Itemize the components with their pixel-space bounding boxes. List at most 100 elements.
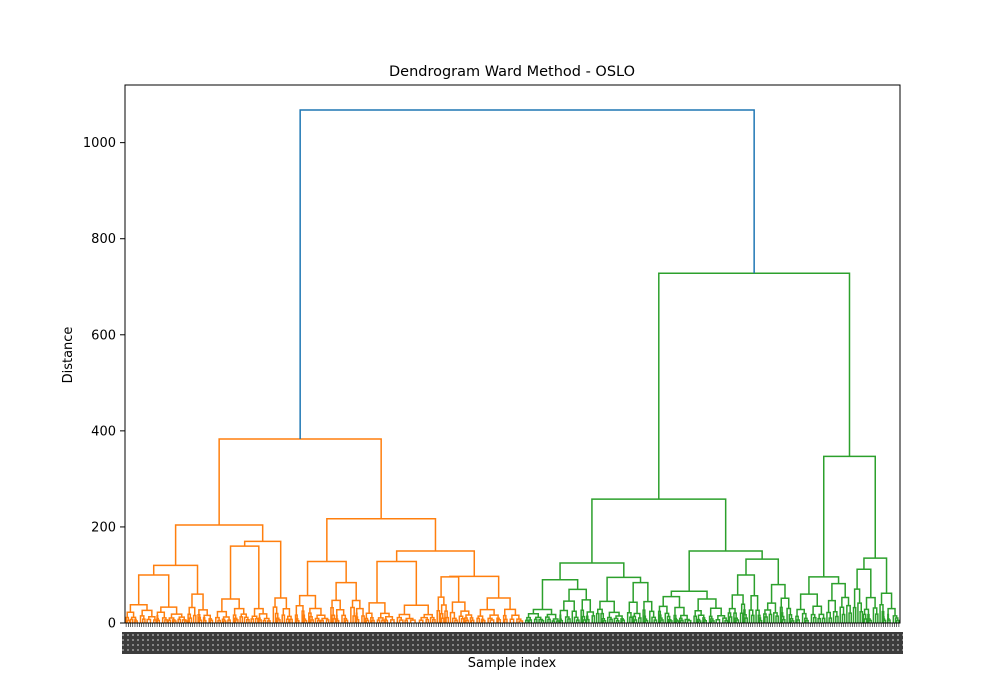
cluster-1-link — [161, 617, 167, 623]
cluster-1-link — [277, 619, 281, 623]
cluster-1-link — [275, 617, 280, 623]
y-tick-label: 200 — [91, 520, 116, 535]
cluster-1-link — [460, 610, 470, 617]
cluster-1-link — [126, 611, 135, 618]
cluster-1-link — [129, 618, 134, 623]
cluster-2-link — [831, 582, 846, 601]
cluster-1-link — [511, 614, 520, 620]
cluster-1-link — [460, 617, 465, 623]
cluster-1-link — [480, 618, 485, 623]
cluster-1-link — [314, 617, 320, 623]
cluster-1-link — [172, 620, 177, 623]
cluster-1-link — [325, 619, 330, 623]
cluster-2-link — [556, 620, 560, 623]
cluster-2-link — [758, 617, 762, 623]
cluster-2-link — [613, 617, 619, 623]
cluster-1-link — [285, 618, 290, 623]
cluster-2-link — [606, 616, 612, 623]
cluster-2-link — [628, 601, 638, 614]
chart-title: Dendrogram Ward Method - OSLO — [389, 64, 635, 80]
cluster-1-link — [222, 620, 227, 623]
cluster-2-link — [817, 617, 822, 623]
cluster-1-link — [335, 581, 357, 601]
cluster-1-link — [351, 599, 361, 609]
cluster-2-link — [805, 619, 809, 623]
cluster-2-link — [848, 612, 853, 623]
cluster-2-link — [826, 611, 831, 623]
cluster-1-link — [233, 617, 238, 623]
cluster-2-link — [764, 616, 768, 623]
cluster-2-link — [728, 607, 736, 614]
cluster-1-link — [335, 614, 338, 623]
root-link — [299, 109, 755, 440]
cluster-2-link — [887, 613, 890, 623]
cluster-2-link — [835, 615, 839, 623]
cluster-2-link — [879, 604, 884, 623]
cluster-2-link — [874, 613, 879, 623]
cluster-2-link — [852, 606, 857, 623]
cluster-1-link — [301, 610, 305, 623]
x-tick-labels-overlap — [122, 632, 903, 654]
cluster-1-link — [146, 618, 152, 623]
cluster-2-link — [599, 600, 615, 613]
cluster-1-link — [156, 611, 166, 618]
cluster-2-link — [552, 618, 559, 622]
cluster-1-link — [481, 619, 486, 623]
cluster-1-link — [187, 613, 192, 623]
cluster-1-link — [341, 614, 347, 623]
cluster-2-link — [764, 609, 772, 615]
cluster-1-link — [222, 616, 230, 621]
cluster-1-link — [398, 619, 404, 623]
cluster-1-link — [502, 614, 507, 623]
cluster-2-link — [668, 620, 673, 623]
cluster-2-link — [841, 613, 846, 623]
cluster-2-link — [567, 618, 571, 623]
cluster-1-link — [331, 614, 335, 623]
cluster-1-link — [137, 574, 170, 608]
cluster-2-link — [547, 618, 551, 623]
cluster-1-link — [445, 616, 450, 623]
cluster-2-link — [779, 606, 783, 623]
cluster-2-link — [812, 605, 823, 615]
cluster-1-link — [126, 619, 131, 623]
cluster-2-link — [544, 616, 550, 623]
cluster-1-link — [440, 576, 460, 603]
cluster-2-link — [750, 614, 755, 623]
plot-frame — [124, 84, 901, 624]
cluster-1-link — [469, 617, 474, 623]
cluster-2-link — [867, 613, 870, 623]
cluster-1-link — [171, 619, 176, 623]
cluster-1-link — [477, 615, 484, 620]
cluster-1-link — [198, 616, 202, 623]
y-tick-label: 600 — [91, 328, 116, 343]
cluster-1-link — [365, 619, 370, 623]
cluster-1-link — [274, 612, 279, 623]
cluster-2-link — [666, 615, 671, 623]
cluster-1-link — [218, 438, 382, 526]
cluster-2-link — [841, 596, 850, 608]
cluster-2-link — [591, 615, 596, 623]
cluster-1-link — [177, 618, 182, 623]
cluster-1-link — [326, 518, 437, 562]
cluster-2-link — [880, 592, 893, 609]
cluster-1-link — [233, 607, 245, 616]
cluster-2-link — [821, 617, 826, 623]
cluster-2-link — [863, 608, 870, 615]
cluster-2-link — [763, 613, 767, 623]
cluster-2-link — [862, 613, 867, 623]
cluster-2-link — [688, 550, 763, 592]
dendrogram-links — [125, 109, 900, 623]
cluster-1-link — [258, 613, 268, 619]
cluster-2-link — [675, 620, 680, 623]
cluster-2-link — [580, 609, 585, 623]
cluster-1-link — [197, 614, 201, 623]
cluster-1-link — [504, 608, 517, 616]
cluster-2-link — [535, 616, 542, 620]
cluster-2-link — [670, 590, 708, 599]
cluster-2-link — [697, 598, 717, 611]
cluster-2-link — [595, 612, 600, 623]
cluster-1-link — [331, 599, 341, 610]
cluster-1-link — [355, 607, 364, 617]
cluster-2-link — [609, 618, 613, 623]
